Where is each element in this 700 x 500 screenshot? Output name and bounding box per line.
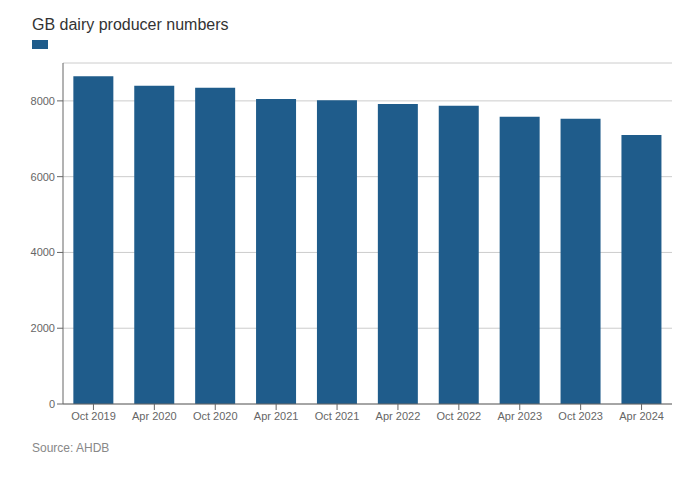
svg-text:6000: 6000 xyxy=(31,171,55,183)
svg-text:Oct 2022: Oct 2022 xyxy=(437,410,482,422)
html-text:Source: AHDB: Source: AHDB xyxy=(32,441,110,455)
svg-text:Oct 2023: Oct 2023 xyxy=(558,410,603,422)
svg-text:Apr 2020: Apr 2020 xyxy=(132,410,177,422)
svg-text:2000: 2000 xyxy=(31,322,55,334)
svg-text:Apr 2023: Apr 2023 xyxy=(497,410,542,422)
svg-text:8000: 8000 xyxy=(31,95,55,107)
svg-text:Apr 2024: Apr 2024 xyxy=(619,410,664,422)
svg-text:Apr 2021: Apr 2021 xyxy=(254,410,299,422)
svg-text:Oct 2021: Oct 2021 xyxy=(315,410,360,422)
svg-text:Oct 2019: Oct 2019 xyxy=(71,410,116,422)
svg-text:Oct 2020: Oct 2020 xyxy=(193,410,238,422)
html-text:GB dairy producer numbers: GB dairy producer numbers xyxy=(32,16,229,33)
svg-text:Apr 2022: Apr 2022 xyxy=(376,410,421,422)
svg-text:4000: 4000 xyxy=(31,246,55,258)
svg-text:0: 0 xyxy=(49,398,55,410)
